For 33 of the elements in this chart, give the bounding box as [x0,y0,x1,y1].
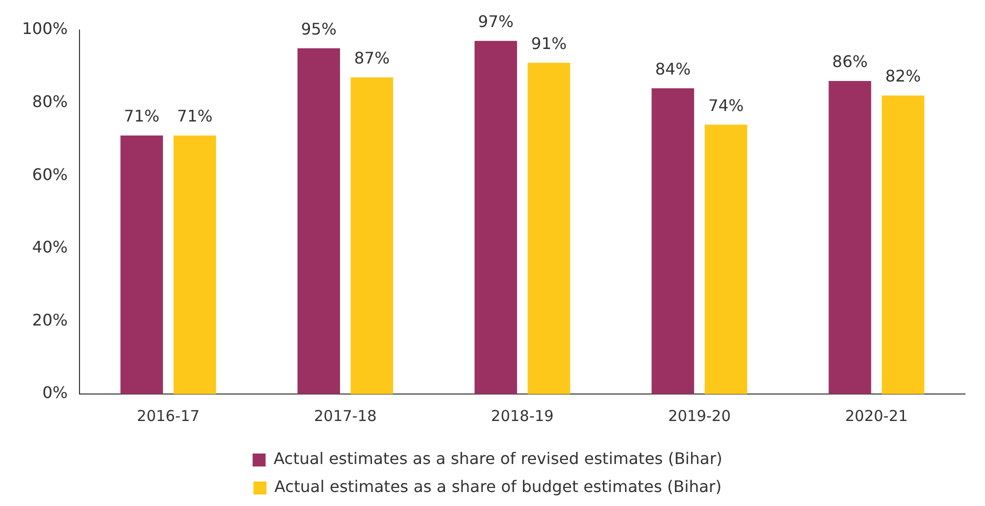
data-label: 95% [300,19,337,38]
data-label: 74% [708,96,744,115]
x-tick-label: 2016-17 [136,406,200,425]
y-tick-label: 80% [32,92,68,111]
y-tick-label: 20% [32,310,68,330]
bar [882,96,924,394]
bar [828,80,872,394]
legend-label: Actual estimates as a share of budget estimates (Bihar) [274,477,722,496]
data-label: 86% [832,52,868,72]
bar [120,136,163,394]
x-tick-label: 2017-18 [314,406,377,425]
bar [298,48,340,394]
data-label: 84% [655,59,691,78]
x-tick-label: 2019-20 [668,406,731,425]
y-tick-label: 0% [42,383,68,402]
data-label: 91% [531,34,567,53]
data-label: 87% [354,48,390,68]
data-label: 97% [478,12,514,32]
data-label: 82% [885,66,921,86]
y-tick-label: 60% [32,164,68,184]
bar [528,62,570,394]
y-tick-label: 100% [22,19,68,38]
legend-label: Actual estimates as a share of revised estimates (Bihar) [274,449,722,468]
y-tick-label: 40% [32,238,68,257]
bar [174,136,216,394]
bar [350,77,394,394]
x-tick-label: 2018-19 [491,406,554,425]
bar [652,88,694,394]
x-tick-label: 2020-21 [845,406,908,425]
bar [704,124,748,394]
bar [474,40,518,394]
data-label: 71% [124,106,160,126]
data-label: 71% [177,106,213,126]
